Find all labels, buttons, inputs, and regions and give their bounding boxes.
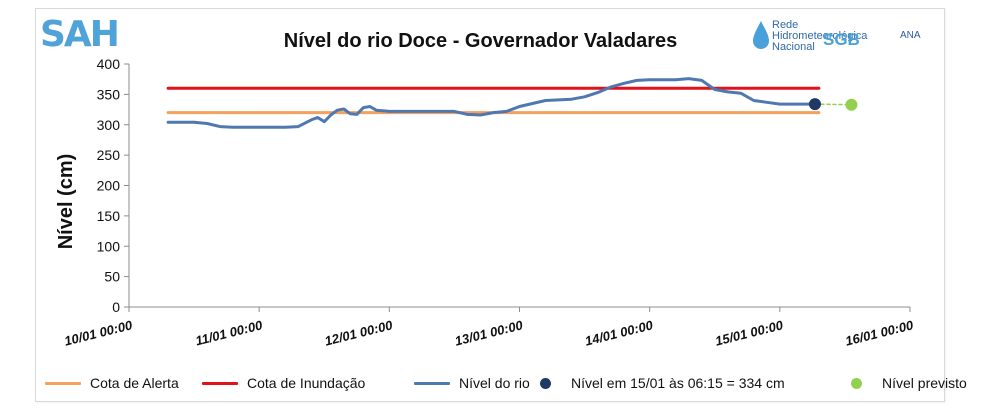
- y-tick-label: 0: [112, 299, 120, 315]
- ana-logo: ANA: [896, 18, 936, 54]
- y-tick-label: 350: [97, 86, 121, 102]
- forecast-line: [814, 103, 853, 106]
- y-axis-label: Nível (cm): [55, 154, 77, 250]
- chart-frame: [35, 8, 945, 402]
- x-tick-label: 13/01 00:00: [453, 317, 525, 349]
- chart-axes: 0 50 100 150 200 250 300 350 400 10/01 00:00 11/01…: [55, 56, 915, 349]
- y-tick-label: 400: [97, 56, 121, 72]
- ana-logo-text: ANA: [900, 30, 921, 41]
- sgb-logo-text: SGB: [823, 30, 860, 49]
- x-tick-label: 16/01 00:00: [844, 317, 916, 349]
- sah-logo-text: SAH: [40, 14, 120, 55]
- chart-marks: [166, 77, 858, 129]
- legend-label: Nível previsto: [882, 375, 967, 391]
- chart-legend: Cota de Alerta Cota de Inundação Nível do …: [45, 374, 967, 394]
- sah-logo: SAH: [40, 14, 120, 56]
- water-drop-icon: [753, 21, 769, 49]
- x-tick-label: 12/01 00:00: [323, 317, 395, 349]
- legend-label: Cota de Alerta: [90, 375, 179, 391]
- legend-label: Nível em 15/01 às 06:15 = 334 cm: [571, 375, 785, 391]
- y-tick-label: 150: [97, 208, 121, 224]
- y-tick-label: 100: [97, 238, 121, 254]
- y-tick-label: 50: [104, 269, 120, 285]
- legend-marker-line: [414, 382, 450, 385]
- chart-title-text: Nível do rio Doce - Governador Valadares: [283, 30, 678, 52]
- rede-logo-text: Rede Hidrometeorológica Nacional: [772, 19, 868, 53]
- y-tick-label: 300: [97, 117, 121, 133]
- legend-label: Cota de Inundação: [247, 375, 366, 391]
- chart-title: Nível do rio Doce - Governador Valadares: [0, 30, 981, 53]
- legend-marker-dot: [851, 378, 862, 389]
- legend-label: Nível do rio: [459, 375, 530, 391]
- x-tick-label: 14/01 00:00: [583, 317, 655, 349]
- x-tick-label: 10/01 00:00: [63, 317, 135, 349]
- y-tick-label: 250: [97, 147, 121, 163]
- forecast-level-point: [845, 98, 858, 111]
- x-tick-label: 11/01 00:00: [194, 317, 265, 348]
- sgb-logo: SGB: [823, 18, 895, 54]
- x-tick-label: 15/01 00:00: [714, 317, 786, 349]
- current-level-point: [808, 98, 821, 111]
- legend-marker-dot: [540, 378, 551, 389]
- rede-logo: Rede Hidrometeorológica Nacional: [752, 18, 867, 54]
- legend-marker-line: [45, 382, 81, 385]
- y-tick-label: 200: [97, 178, 121, 194]
- river-level-line: [166, 77, 817, 129]
- legend-marker-line: [202, 382, 238, 385]
